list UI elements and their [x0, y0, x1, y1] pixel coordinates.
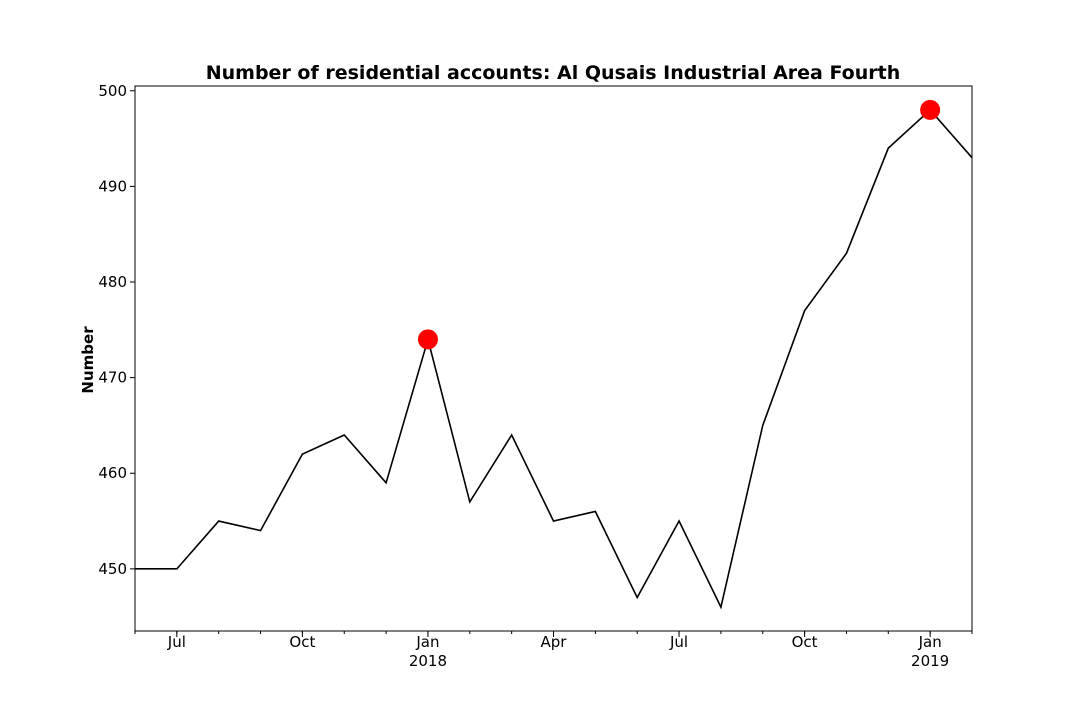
highlight-point: [920, 99, 941, 120]
plot-area: [135, 99, 973, 610]
x-tick-label: Jul: [669, 633, 688, 651]
x-tick-label: Jul: [167, 633, 186, 651]
x-tick-label: Apr: [541, 633, 568, 651]
x-tick-year-label: 2019: [911, 652, 949, 670]
x-tick-label: Oct: [792, 633, 818, 651]
y-tick-label: 480: [98, 273, 127, 291]
plot-frame: [134, 85, 973, 632]
x-tick-year-label: 2018: [409, 652, 447, 670]
y-tick-label: 450: [98, 560, 127, 578]
x-tick-label: Oct: [289, 633, 315, 651]
y-tick-label: 460: [98, 464, 127, 482]
y-tick-label: 470: [98, 369, 127, 387]
y-tick-label: 500: [98, 82, 127, 100]
chart-title: Number of residential accounts: Al Qusai…: [206, 62, 901, 84]
highlight-point: [417, 329, 438, 350]
y-tick-label: 490: [98, 177, 127, 195]
x-tick-label: Jan: [415, 633, 439, 651]
x-tick-label: Jan: [918, 633, 942, 651]
y-axis-label: Number: [79, 326, 97, 394]
series-line: [135, 108, 973, 610]
